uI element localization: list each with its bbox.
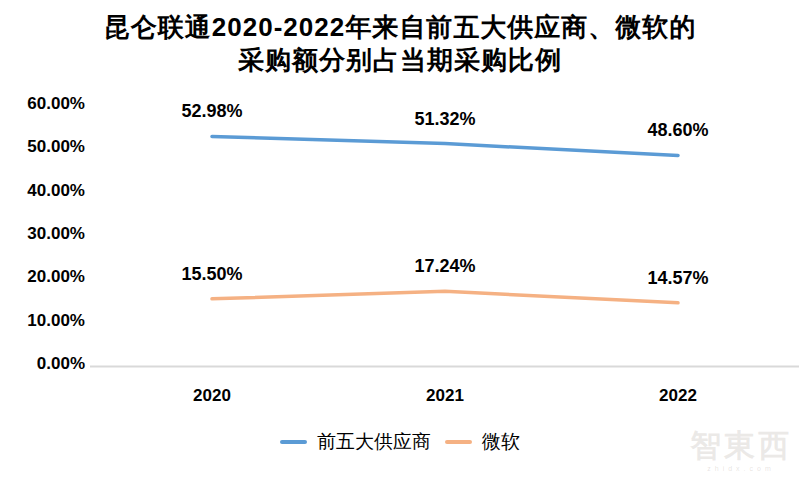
y-tick-label: 10.00% <box>0 311 85 331</box>
y-tick-label: 60.00% <box>0 94 85 114</box>
legend-item-0: 前五大供应商 <box>280 429 431 455</box>
y-tick-label: 50.00% <box>0 137 85 157</box>
series-line-0 <box>212 136 678 155</box>
legend-dash-icon <box>280 440 307 444</box>
y-tick-label: 20.00% <box>0 267 85 287</box>
series-line-1 <box>212 291 678 303</box>
data-label-series1-2021: 17.24% <box>414 256 475 277</box>
y-tick-label: 30.00% <box>0 224 85 244</box>
data-label-series1-2022: 14.57% <box>647 267 708 288</box>
legend-label: 前五大供应商 <box>317 429 431 455</box>
y-axis: 60.00% 50.00% 40.00% 30.00% 20.00% 10.00% 0.00… <box>0 0 85 480</box>
data-label-series0-2020: 52.98% <box>181 101 242 122</box>
data-label-series0-2021: 51.32% <box>414 108 475 129</box>
chart-legend: 前五大供应商 微软 <box>0 430 800 454</box>
y-tick-label: 40.00% <box>0 181 85 201</box>
x-tick-label-2020: 2020 <box>193 386 231 406</box>
y-tick-label: 0.00% <box>0 354 85 374</box>
x-tick-label-2021: 2021 <box>426 386 464 406</box>
legend-dash-icon <box>445 440 472 444</box>
legend-item-1: 微软 <box>445 429 520 455</box>
legend-label: 微软 <box>482 429 520 455</box>
x-tick-label-2022: 2022 <box>659 386 697 406</box>
data-label-series0-2022: 48.60% <box>647 120 708 141</box>
plot-area <box>0 0 800 480</box>
data-label-series1-2020: 15.50% <box>181 263 242 284</box>
chart-figure: 昆仑联通2020-2022年来自前五大供应商、微软的 采购额分别占当期采购比例 … <box>0 0 800 480</box>
